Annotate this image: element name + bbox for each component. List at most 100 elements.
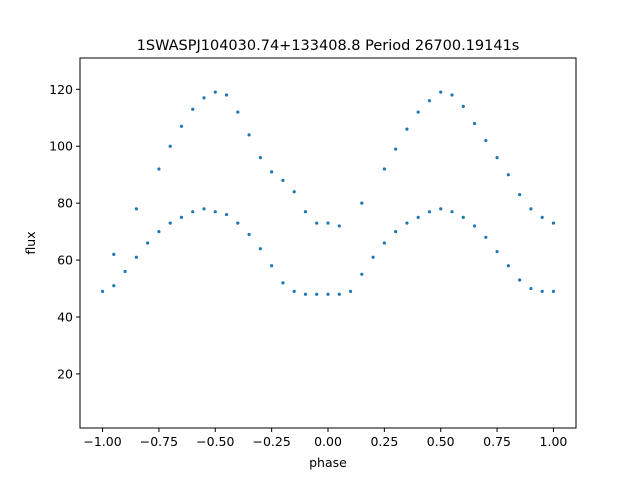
data-point	[168, 221, 172, 225]
data-point	[191, 107, 195, 111]
data-point	[326, 221, 330, 225]
data-point	[518, 278, 522, 282]
y-tick-label: 40	[57, 310, 73, 325]
chart-title: 1SWASPJ104030.74+133408.8 Period 26700.1…	[137, 38, 520, 54]
x-tick-label: 0.00	[314, 434, 342, 449]
data-point	[427, 99, 432, 103]
data-point	[405, 127, 409, 131]
data-point	[461, 215, 465, 219]
data-point	[258, 156, 262, 160]
data-point	[472, 121, 477, 126]
data-point	[224, 212, 229, 217]
data-point	[326, 292, 330, 296]
data-point	[540, 289, 544, 293]
y-tick-label: 60	[57, 253, 73, 268]
x-tick-label: −0.75	[140, 434, 178, 449]
data-point	[540, 215, 544, 219]
data-point	[416, 110, 420, 114]
data-point	[405, 221, 409, 225]
data-point	[270, 170, 274, 174]
data-point	[123, 269, 127, 274]
data-point	[134, 207, 138, 211]
data-point	[382, 167, 386, 171]
x-tick-label: −0.25	[252, 434, 290, 449]
y-tick-label: 20	[57, 366, 73, 381]
data-point	[506, 264, 510, 268]
data-point	[315, 292, 319, 296]
data-point	[337, 292, 341, 296]
x-axis-label: phase	[309, 455, 347, 470]
y-axis: 20 40 60 80 100 120	[49, 82, 80, 381]
data-point	[157, 230, 161, 234]
x-axis: −1.00 −0.75 −0.50 −0.25 0.00 0.25 0.50 0.75 1.00	[83, 428, 567, 449]
data-point	[371, 255, 375, 259]
data-point	[495, 249, 499, 254]
x-tick-label: 0.75	[483, 434, 511, 449]
data-point	[247, 133, 251, 137]
data-points	[100, 90, 556, 296]
x-tick-label: 0.25	[370, 434, 398, 449]
data-point	[281, 281, 285, 285]
data-point	[292, 190, 296, 194]
data-point	[213, 90, 217, 94]
data-point	[427, 210, 432, 214]
data-point	[348, 289, 353, 293]
data-point	[292, 289, 296, 293]
data-point	[495, 156, 499, 160]
data-point	[112, 252, 116, 256]
data-point	[281, 178, 285, 182]
x-tick-label: −0.50	[196, 434, 234, 449]
data-point	[484, 235, 488, 239]
data-point	[360, 272, 364, 276]
data-point	[179, 215, 184, 219]
data-point	[213, 210, 217, 214]
data-point	[236, 110, 240, 114]
data-point	[450, 93, 454, 97]
data-point	[168, 144, 172, 148]
data-point	[315, 221, 319, 225]
data-point	[461, 104, 465, 108]
data-point	[112, 284, 116, 288]
data-point	[551, 289, 556, 293]
data-point	[236, 221, 240, 225]
data-point	[258, 247, 262, 251]
y-axis-label: flux	[23, 231, 38, 254]
data-point	[506, 173, 510, 177]
x-tick-label: 1.00	[540, 434, 568, 449]
data-point	[518, 193, 522, 197]
y-tick-label: 100	[49, 139, 73, 154]
data-point	[529, 207, 533, 211]
data-point	[146, 241, 150, 245]
data-point	[303, 292, 308, 296]
data-point	[179, 124, 184, 128]
data-point	[270, 264, 274, 268]
data-point	[303, 210, 308, 214]
data-point	[439, 90, 443, 94]
data-point	[191, 210, 195, 214]
data-point	[394, 230, 398, 234]
data-point	[529, 286, 533, 291]
data-point	[224, 93, 229, 97]
data-point	[416, 215, 420, 219]
data-point	[202, 96, 206, 100]
data-point	[360, 201, 364, 205]
x-tick-label: 0.50	[427, 434, 455, 449]
data-point	[484, 138, 488, 143]
data-point	[472, 224, 477, 228]
y-tick-label: 80	[57, 196, 73, 211]
data-point	[439, 207, 443, 211]
data-point	[450, 210, 454, 214]
y-tick-label: 120	[49, 82, 73, 97]
data-point	[394, 147, 398, 151]
data-point	[382, 241, 386, 245]
data-point	[551, 221, 556, 225]
data-point	[157, 167, 161, 171]
x-tick-label: −1.00	[83, 434, 121, 449]
data-point	[134, 255, 138, 259]
data-point	[247, 232, 251, 237]
data-point	[100, 289, 105, 293]
data-point	[202, 207, 206, 211]
data-point	[337, 224, 341, 228]
